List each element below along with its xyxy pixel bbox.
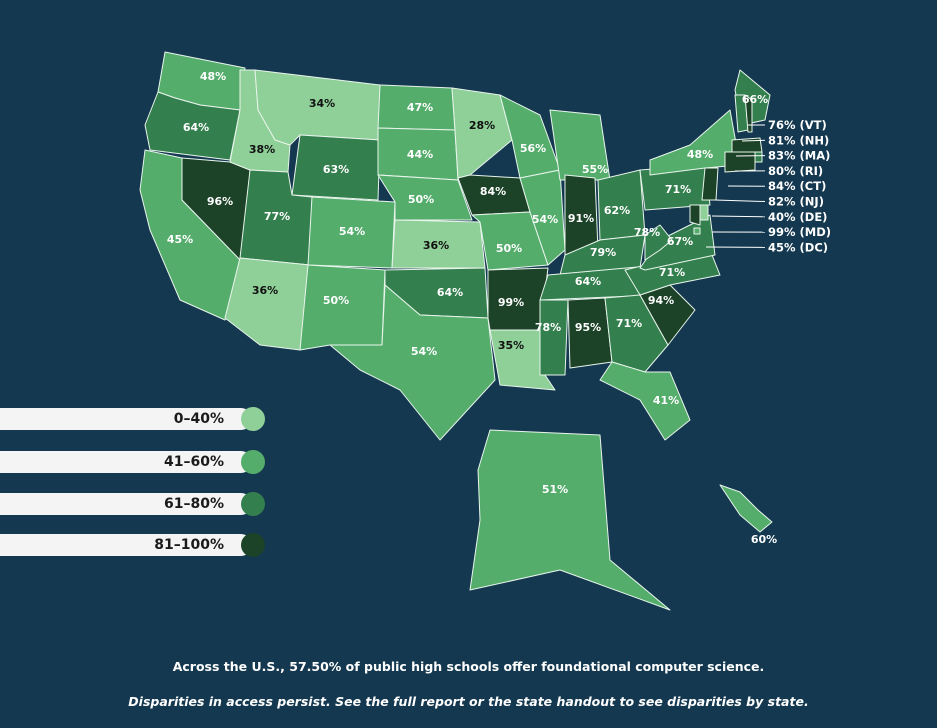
- state-label-ar: 99%: [498, 296, 524, 309]
- state-label-mt: 34%: [309, 97, 335, 110]
- state-northeast-1: [744, 94, 753, 133]
- legend-swatch: [241, 533, 265, 557]
- state-nm: [299, 264, 386, 351]
- state-label-mn: 28%: [469, 119, 495, 132]
- callout-label: 45% (DC): [768, 240, 828, 254]
- callout-label: 80% (RI): [768, 164, 823, 178]
- state-label-me: 66%: [742, 93, 768, 106]
- state-label-tn: 64%: [575, 275, 601, 288]
- state-label-nc: 71%: [659, 266, 685, 279]
- callout-label: 76% (VT): [768, 118, 827, 132]
- state-az: [224, 257, 311, 351]
- legend-item-41-60: 41–60%: [0, 450, 265, 474]
- legend-label: 61–80%: [0, 493, 252, 515]
- state-label-mi: 55%: [582, 163, 608, 176]
- state-label-wy: 63%: [323, 163, 349, 176]
- state-label-in: 91%: [568, 212, 594, 225]
- state-label-ok: 64%: [437, 286, 463, 299]
- state-label-ms: 78%: [535, 321, 561, 334]
- state-fl: [599, 361, 691, 441]
- state-label-ny: 48%: [687, 148, 713, 161]
- state-ga: [604, 294, 669, 373]
- state-northeast-6: [699, 204, 709, 221]
- state-hi: [719, 484, 773, 533]
- legend-label: 41–60%: [0, 451, 252, 473]
- state-label-tx: 54%: [411, 345, 437, 358]
- state-label-mo: 50%: [496, 242, 522, 255]
- state-tx: [329, 284, 496, 441]
- callout-label: 83% (MA): [768, 149, 830, 163]
- state-label-sc: 94%: [648, 294, 674, 307]
- state-label-nv: 96%: [207, 195, 233, 208]
- state-label-fl: 41%: [653, 394, 679, 407]
- state-il: [519, 169, 566, 266]
- state-ms: [539, 299, 569, 376]
- state-label-az: 36%: [252, 284, 278, 297]
- legend-swatch: [241, 450, 265, 474]
- callout-label: 40% (DE): [768, 210, 827, 224]
- state-label-ca: 45%: [167, 233, 193, 246]
- state-label-nm: 50%: [323, 294, 349, 307]
- state-label-sd: 44%: [407, 148, 433, 161]
- callout-leader-line: [741, 139, 766, 142]
- state-label-ut: 77%: [264, 210, 290, 223]
- state-la: [489, 329, 556, 391]
- state-label-ak: 51%: [542, 483, 568, 496]
- legend-swatch: [241, 407, 265, 431]
- state-wv: [644, 224, 673, 261]
- state-label-wi: 56%: [520, 142, 546, 155]
- legend-swatch: [241, 492, 265, 516]
- state-label-ia: 84%: [480, 185, 506, 198]
- state-label-wv: 78%: [634, 226, 660, 239]
- state-ak: [469, 429, 671, 611]
- state-label-ga: 71%: [616, 317, 642, 330]
- legend-item-61-80: 61–80%: [0, 492, 265, 516]
- state-ne: [377, 174, 473, 221]
- footer-summary: Across the U.S., 57.50% of public high s…: [172, 659, 765, 674]
- legend-label: 81–100%: [0, 534, 252, 556]
- footer-disparities-note: Disparities in access persist. See the f…: [128, 694, 809, 709]
- state-northeast-8: [693, 227, 701, 235]
- state-label-la: 35%: [498, 339, 524, 352]
- state-label-hi: 60%: [751, 533, 777, 546]
- legend-label: 0–40%: [0, 408, 252, 430]
- state-label-va: 67%: [667, 235, 693, 248]
- legend-item-81-100: 81–100%: [0, 533, 265, 557]
- state-ky: [559, 234, 646, 276]
- callout-label: 81% (NH): [768, 133, 829, 147]
- state-label-or: 64%: [183, 121, 209, 134]
- state-northeast-3: [754, 151, 763, 163]
- state-label-ne: 50%: [408, 193, 434, 206]
- callout-label: 82% (NJ): [768, 195, 824, 209]
- state-northeast-4: [724, 151, 756, 173]
- callout-label: 84% (CT): [768, 179, 826, 193]
- state-label-co: 54%: [339, 225, 365, 238]
- state-northeast-7: [689, 204, 701, 226]
- state-label-oh: 62%: [604, 204, 630, 217]
- state-label-nd: 47%: [407, 101, 433, 114]
- state-northeast-5: [701, 167, 719, 201]
- state-label-al: 95%: [575, 321, 601, 334]
- state-label-il: 54%: [532, 213, 558, 226]
- callout-leader-line: [711, 215, 766, 218]
- state-mo: [471, 211, 549, 271]
- state-label-wa: 48%: [200, 70, 226, 83]
- state-label-ky: 79%: [590, 246, 616, 259]
- state-label-pa: 71%: [665, 183, 691, 196]
- callout-label: 99% (MD): [768, 225, 831, 239]
- legend-item-0-40: 0–40%: [0, 407, 265, 431]
- callout-leader-line: [714, 199, 766, 202]
- state-label-id: 38%: [249, 143, 275, 156]
- state-wy: [291, 134, 381, 201]
- state-label-ks: 36%: [423, 239, 449, 252]
